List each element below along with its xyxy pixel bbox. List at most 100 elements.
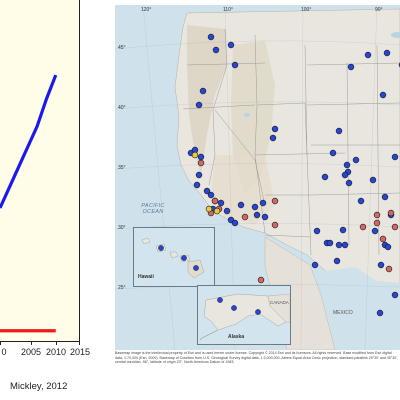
great-salt-lake	[244, 113, 250, 117]
alaska-inset: Alaska CANADA	[197, 285, 291, 345]
map-svg	[115, 5, 400, 350]
desert-area	[211, 155, 275, 225]
map-caption: Basemap image is the intellectual proper…	[115, 351, 398, 365]
x-tick-label: 2010	[45, 347, 67, 357]
site-marker-blue	[251, 203, 259, 211]
site-marker-blue	[207, 33, 215, 41]
site-marker-blue	[335, 127, 343, 135]
site-marker-red	[197, 159, 205, 167]
site-marker-blue	[329, 149, 337, 157]
x-tick-label: 0	[1, 347, 7, 357]
site-marker-blue	[207, 191, 215, 199]
site-marker-yellow	[213, 207, 221, 215]
chart-credit: Mickley, 2012	[10, 381, 68, 392]
alaska-label: Alaska	[228, 334, 245, 340]
lake-superior	[391, 32, 400, 38]
latitude-label: 30°	[118, 225, 126, 231]
latitude-label: 45°	[118, 45, 126, 51]
longitude-label: 100°	[301, 7, 312, 13]
site-marker-blue	[326, 239, 334, 247]
site-marker-blue	[199, 87, 207, 95]
x-tick-mark	[56, 341, 57, 345]
mountain-relief	[187, 25, 227, 175]
site-marker-red	[385, 265, 393, 273]
site-marker-red	[241, 213, 249, 221]
plot-area	[0, 0, 80, 342]
latitude-label: 25°	[118, 285, 126, 291]
canada-label: CANADA	[270, 300, 289, 305]
site-marker-red	[359, 223, 367, 231]
mexico-label: MEXICO	[333, 310, 353, 316]
site-marker-blue	[231, 219, 239, 227]
ocean-label: PACIFIC OCEAN	[141, 203, 165, 215]
site-marker-blue	[197, 153, 205, 161]
site-marker-blue	[261, 213, 269, 221]
site-marker-blue	[212, 46, 220, 54]
site-marker-blue	[357, 197, 365, 205]
site-marker-red	[271, 221, 279, 229]
latitude-label: 40°	[118, 105, 126, 111]
site-marker-blue	[381, 193, 389, 201]
site-marker-blue	[364, 51, 372, 59]
site-marker-blue	[352, 156, 360, 164]
site-marker-blue	[217, 199, 225, 207]
site-marker-red	[387, 209, 395, 217]
site-marker-blue	[369, 176, 377, 184]
alaska-land	[199, 293, 290, 341]
site-marker-blue	[313, 227, 321, 235]
site-marker-red	[211, 197, 219, 205]
x-tick-mark	[31, 341, 32, 345]
site-marker-blue	[321, 173, 329, 181]
site-marker-yellow	[191, 151, 199, 159]
site-marker-blue	[193, 181, 201, 189]
site-marker-blue	[237, 201, 245, 209]
x-tick-label: 2015	[69, 347, 91, 357]
site-marker-blue	[391, 153, 399, 161]
x-tick-label: 2005	[20, 347, 42, 357]
site-marker-blue	[271, 125, 279, 133]
site-marker-blue	[335, 241, 343, 249]
site-marker-blue	[227, 41, 235, 49]
site-marker-blue	[391, 291, 399, 299]
site-marker-blue	[343, 161, 351, 169]
monitoring-sites	[187, 33, 400, 317]
site-marker-blue	[341, 241, 349, 249]
site-marker-blue	[383, 49, 391, 57]
site-marker-blue	[339, 226, 347, 234]
chart-svg	[0, 74, 58, 333]
site-marker-yellow	[205, 205, 213, 213]
site-marker-blue	[203, 187, 211, 195]
site-marker-blue	[231, 61, 239, 69]
site-marker-blue	[195, 171, 203, 179]
site-marker-blue	[379, 91, 387, 99]
gulf-water	[310, 267, 400, 350]
site-marker-blue	[376, 309, 384, 317]
longitude-label: 120°	[141, 7, 152, 13]
x-tick-mark	[0, 341, 1, 345]
site-marker-blue	[384, 243, 392, 251]
site-marker-blue	[311, 261, 319, 269]
hawaii-inset: Hawaii	[133, 227, 215, 287]
hawaii-label: Hawaii	[138, 274, 154, 280]
site-marker-blue	[253, 211, 261, 219]
site-marker-red	[391, 223, 399, 231]
site-marker-red	[257, 276, 265, 284]
site-marker-red	[373, 219, 381, 227]
longitude-label: 90°	[375, 7, 383, 13]
map-frame: 120° 110° 100° 90° 45° 40° 35° 30° 25° P…	[115, 5, 400, 350]
site-marker-blue	[259, 199, 267, 207]
site-marker-blue	[347, 63, 355, 71]
site-marker-blue	[195, 101, 203, 109]
site-marker-red	[271, 197, 279, 205]
site-marker-blue	[341, 171, 349, 179]
chart-panel: 0 2005 2010 2015 Mickley, 2012	[0, 0, 100, 392]
hawaii-islands	[141, 237, 205, 279]
site-marker-red	[373, 211, 381, 219]
x-tick-mark	[79, 341, 80, 345]
site-marker-blue	[371, 227, 379, 235]
site-marker-blue	[377, 261, 385, 269]
site-marker-red	[379, 235, 387, 243]
site-marker-blue	[223, 207, 231, 215]
series-line-0	[0, 74, 58, 209]
site-marker-blue	[345, 179, 353, 187]
